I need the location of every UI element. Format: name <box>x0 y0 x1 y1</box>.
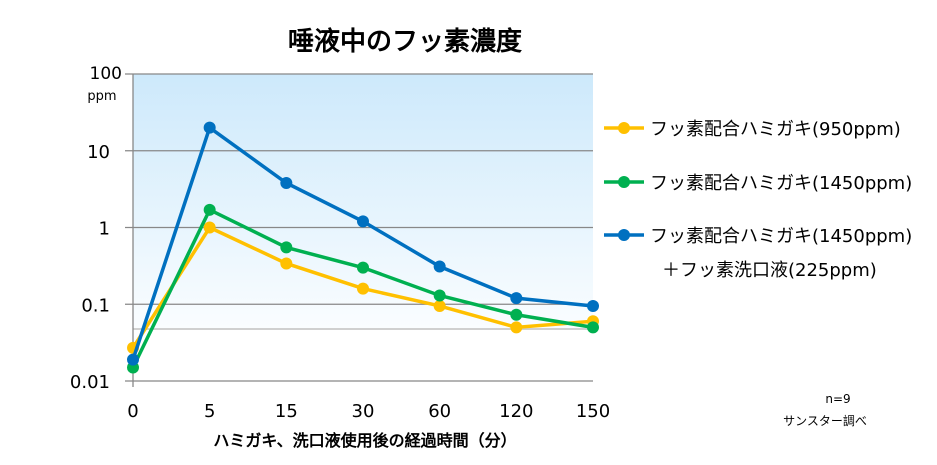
y-axis-unit: ppm <box>87 89 116 104</box>
sample-size-note: n=9 <box>825 392 850 406</box>
y-tick-label: 0.1 <box>81 295 110 316</box>
legend-label: フッ素配合ハミガキ(950ppm) <box>650 119 901 140</box>
legend-marker <box>618 229 630 241</box>
data-point <box>433 299 446 312</box>
y-tick-label: 1 <box>99 219 110 240</box>
source-note: サンスター調べ <box>783 414 867 428</box>
x-tick-label: 15 <box>275 401 298 422</box>
data-point <box>280 241 293 254</box>
data-point <box>433 260 446 273</box>
legend-label: フッ素配合ハミガキ(1450ppm) <box>650 173 912 194</box>
data-point <box>433 289 446 302</box>
x-axis-label: ハミガキ、洗口液使用後の経過時間（分） <box>213 431 516 450</box>
chart-title: 唾液中のフッ素濃度 <box>288 26 522 57</box>
data-point <box>203 121 216 134</box>
x-tick-label: 120 <box>499 401 533 422</box>
legend-label-line2: ＋フッ素洗口液(225ppm) <box>662 260 877 281</box>
data-point <box>357 282 369 295</box>
data-point <box>510 308 523 321</box>
data-point <box>587 299 599 312</box>
y-tick-label: 0.01 <box>70 372 110 393</box>
data-point <box>203 203 216 216</box>
data-point <box>280 257 293 270</box>
y-tick-label: 100 <box>90 64 122 84</box>
legend-marker <box>618 176 630 188</box>
legend-label: フッ素配合ハミガキ(1450ppm) <box>650 226 912 247</box>
data-point <box>127 353 139 366</box>
y-tick-label: 10 <box>87 142 110 163</box>
x-tick-label: 150 <box>576 401 610 422</box>
data-point <box>587 321 599 334</box>
x-tick-label: 60 <box>428 401 451 422</box>
legend-marker <box>618 122 630 134</box>
data-point <box>510 321 523 334</box>
data-point <box>357 261 369 274</box>
x-tick-label: 30 <box>352 401 375 422</box>
data-point <box>510 292 523 305</box>
x-tick-label: 0 <box>127 401 138 422</box>
data-point <box>357 215 369 228</box>
x-tick-label: 5 <box>204 401 215 422</box>
data-point <box>203 221 216 234</box>
data-point <box>280 177 293 190</box>
